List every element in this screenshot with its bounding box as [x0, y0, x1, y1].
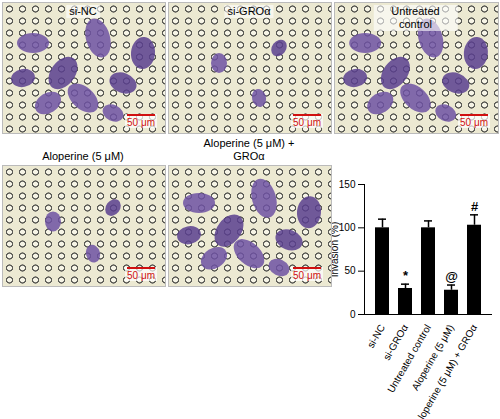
svg-text:si-NC: si-NC [365, 323, 387, 350]
html-text:50 μm: 50 μm [293, 270, 321, 281]
svg-text:*: * [403, 268, 409, 283]
html-text:Untreated control: Untreated control [391, 5, 440, 30]
svg-text:100: 100 [339, 222, 356, 233]
svg-text:50: 50 [344, 265, 356, 276]
html-text:50 μm: 50 μm [293, 117, 321, 128]
svg-text:Invasion (%): Invasion (%) [328, 221, 340, 278]
svg-text:Untreated control: Untreated control [385, 322, 433, 395]
html-text:Aloperine (5 μM): Aloperine (5 μM) [42, 150, 124, 162]
svg-text:0: 0 [350, 309, 356, 320]
html-text:50 μm: 50 μm [460, 117, 488, 128]
html-text:si-NC: si-NC [69, 5, 97, 17]
html-text:si-GROα: si-GROα [227, 5, 271, 17]
svg-text:Aloperine (5 μM) + GROα: Aloperine (5 μM) + GROα [412, 322, 479, 419]
svg-text:#: # [471, 199, 479, 214]
html-text:50 μm: 50 μm [127, 117, 155, 128]
html-text:Aloperine (5 μM) + GROα: Aloperine (5 μM) + GROα [203, 137, 295, 162]
svg-text:si-GROα: si-GROα [380, 322, 410, 362]
html-text:50 μm: 50 μm [127, 270, 155, 281]
svg-text:150: 150 [339, 179, 356, 190]
svg-text:@: @ [445, 269, 458, 284]
